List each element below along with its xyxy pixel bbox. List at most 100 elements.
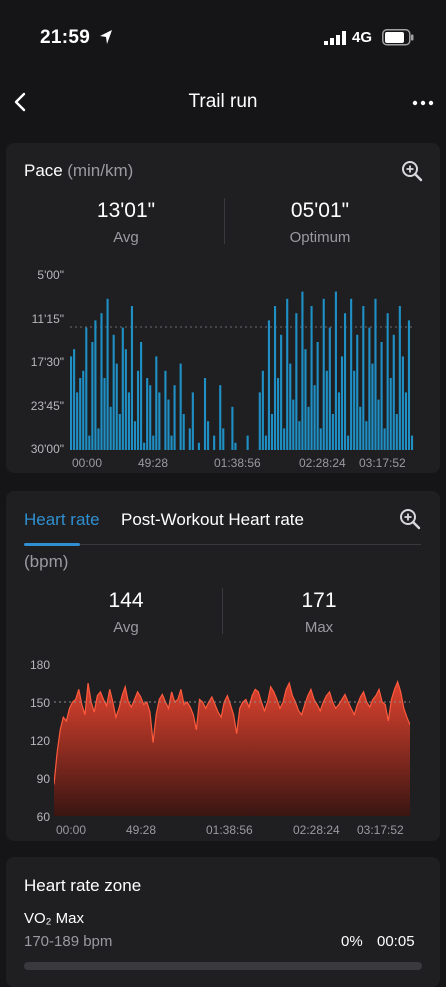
pace-bar — [136, 370, 140, 450]
pace-bar — [158, 392, 161, 450]
pace-bar — [173, 385, 176, 450]
pace-bar — [191, 392, 194, 450]
hr-x-tick: 03:17:52 — [357, 823, 404, 837]
page-title: Trail run — [188, 91, 258, 112]
pace-bar — [353, 370, 356, 450]
pace-bar — [70, 356, 73, 450]
pace-bar — [234, 442, 237, 450]
active-tab-indicator — [24, 543, 80, 546]
status-time: 21:59 — [40, 27, 91, 48]
pace-bar — [356, 334, 359, 450]
pace-bar — [347, 435, 350, 450]
pace-bar — [197, 442, 200, 450]
pace-bar — [258, 392, 261, 450]
pace-bar — [94, 320, 97, 450]
tab-divider — [24, 544, 421, 545]
hr-x-tick: 01:38:56 — [206, 823, 253, 837]
pace-bar — [167, 399, 170, 450]
zone-title: Heart rate zone — [24, 876, 142, 895]
pace-bar — [91, 342, 94, 450]
zone-range: 170-189 bpm — [24, 933, 113, 950]
pace-optimum-label: Optimum — [289, 229, 351, 246]
pace-bar — [307, 406, 310, 450]
pace-bar — [206, 421, 210, 450]
pace-bar — [103, 378, 106, 450]
pace-y-tick: 23'45" — [30, 399, 64, 413]
location-arrow-icon — [100, 30, 112, 44]
pace-bar — [398, 306, 401, 450]
pace-bar — [359, 406, 362, 450]
hr-max-label: Max — [304, 619, 334, 636]
battery-icon — [382, 29, 414, 46]
hr-y-tick: 60 — [36, 810, 50, 824]
pace-bar — [261, 370, 264, 450]
zoom-in-icon[interactable] — [399, 508, 421, 530]
pace-chart — [70, 291, 414, 450]
pace-bar — [368, 327, 371, 450]
pace-bar — [350, 298, 353, 450]
pace-bar — [371, 363, 374, 450]
pace-y-tick: 11'15" — [31, 312, 64, 326]
hr-x-tick: 00:00 — [56, 823, 87, 837]
pace-bar — [389, 378, 392, 450]
pace-bar — [79, 378, 82, 450]
pace-bar — [337, 392, 341, 450]
pace-y-tick: 17'30" — [30, 355, 64, 369]
pace-bar — [395, 414, 398, 450]
pace-bar — [246, 435, 249, 450]
pace-bar — [152, 435, 155, 450]
pace-bar — [383, 428, 386, 450]
pace-bar — [304, 349, 307, 450]
tab-heart-rate[interactable]: Heart rate — [24, 510, 100, 529]
pace-bar — [219, 385, 222, 450]
pace-bar — [127, 392, 130, 450]
pace-bar — [164, 370, 167, 450]
pace-x-tick: 49:28 — [138, 456, 169, 470]
pace-bar — [298, 421, 301, 450]
pace-bar — [325, 370, 328, 450]
zoom-in-icon[interactable] — [401, 160, 423, 182]
pace-bar — [97, 428, 100, 450]
pace-bar — [280, 334, 283, 450]
pace-bar — [295, 313, 298, 450]
pace-y-tick: 5'00" — [37, 268, 64, 282]
pace-bar — [100, 313, 103, 450]
more-options-icon[interactable] — [412, 99, 434, 107]
pace-bar — [270, 414, 274, 450]
pace-bar — [328, 327, 331, 450]
stat-divider — [224, 198, 225, 244]
pace-bar — [386, 313, 389, 450]
pace-y-tick: 30'00" — [30, 442, 64, 456]
pace-bar — [292, 399, 295, 450]
pace-bar — [273, 306, 277, 450]
pace-x-tick: 01:38:56 — [214, 456, 261, 470]
pace-bar — [401, 356, 404, 450]
hr-y-tick: 120 — [29, 734, 50, 748]
pace-bar — [365, 421, 368, 450]
pace-bar — [121, 327, 124, 450]
back-chevron-icon[interactable] — [12, 91, 30, 113]
pace-bar — [322, 298, 325, 450]
pace-bar — [133, 421, 137, 450]
pace-bar — [73, 349, 76, 450]
pace-bar — [404, 392, 407, 450]
zone-name: VO₂ Max — [24, 910, 84, 927]
pace-bar — [340, 356, 344, 450]
pace-bar — [112, 334, 115, 450]
stat-divider — [222, 588, 223, 634]
hr-y-tick: 180 — [29, 658, 50, 672]
pace-bar — [179, 363, 182, 450]
pace-bar — [286, 298, 289, 450]
pace-unit: (min/km) — [67, 161, 134, 180]
tab-post-workout-heart-rate[interactable]: Post-Workout Heart rate — [121, 510, 304, 529]
hr-avg-value: 144 — [108, 589, 144, 612]
pace-bar — [76, 392, 79, 450]
hr-line — [54, 679, 410, 785]
pace-avg-value: 13'01" — [96, 199, 156, 222]
pace-bar — [82, 370, 85, 450]
pace-bar — [149, 385, 152, 450]
pace-bar — [222, 428, 225, 450]
pace-x-tick: 03:17:52 — [359, 456, 406, 470]
zone-time: 00:05 — [377, 933, 415, 950]
pace-bar — [106, 298, 109, 450]
